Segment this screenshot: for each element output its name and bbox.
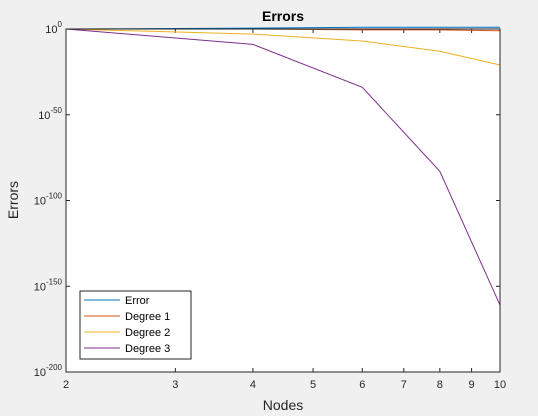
- legend-label: Degree 1: [125, 311, 170, 323]
- y-axis: 100 10-50 10-100 10-150 10-200: [34, 20, 500, 379]
- x-tick-label: 4: [250, 379, 256, 391]
- y-axis-label: Errors: [5, 181, 21, 219]
- x-tick-label: 8: [437, 379, 443, 391]
- x-tick-label: 7: [401, 379, 407, 391]
- legend-label: Degree 2: [125, 327, 170, 339]
- axes-box: [65, 28, 501, 373]
- x-tick-label: 6: [359, 379, 365, 391]
- y-tick-label: 100: [45, 20, 62, 36]
- x-tick-label: 2: [63, 379, 69, 391]
- legend[interactable]: Error Degree 1 Degree 2 Degree 3: [79, 290, 192, 360]
- series-line-degree-3: [65, 28, 501, 306]
- y-tick-label: 10-100: [34, 192, 63, 208]
- y-tick-label: 10-50: [38, 106, 62, 122]
- series-line-error: [65, 26, 500, 30]
- legend-label: Error: [125, 295, 150, 307]
- x-axis-label: Nodes: [263, 397, 303, 413]
- chart-title: Errors: [262, 8, 304, 24]
- x-tick-label: 10: [494, 379, 506, 391]
- legend-label: Degree 3: [125, 343, 170, 355]
- series-line-degree-2: [65, 28, 501, 66]
- y-tick-label: 10-150: [34, 277, 63, 293]
- x-tick-label: 3: [172, 379, 178, 391]
- y-tick-label: 10-200: [34, 363, 63, 379]
- x-tick-label: 9: [469, 379, 475, 391]
- x-tick-label: 5: [310, 379, 316, 391]
